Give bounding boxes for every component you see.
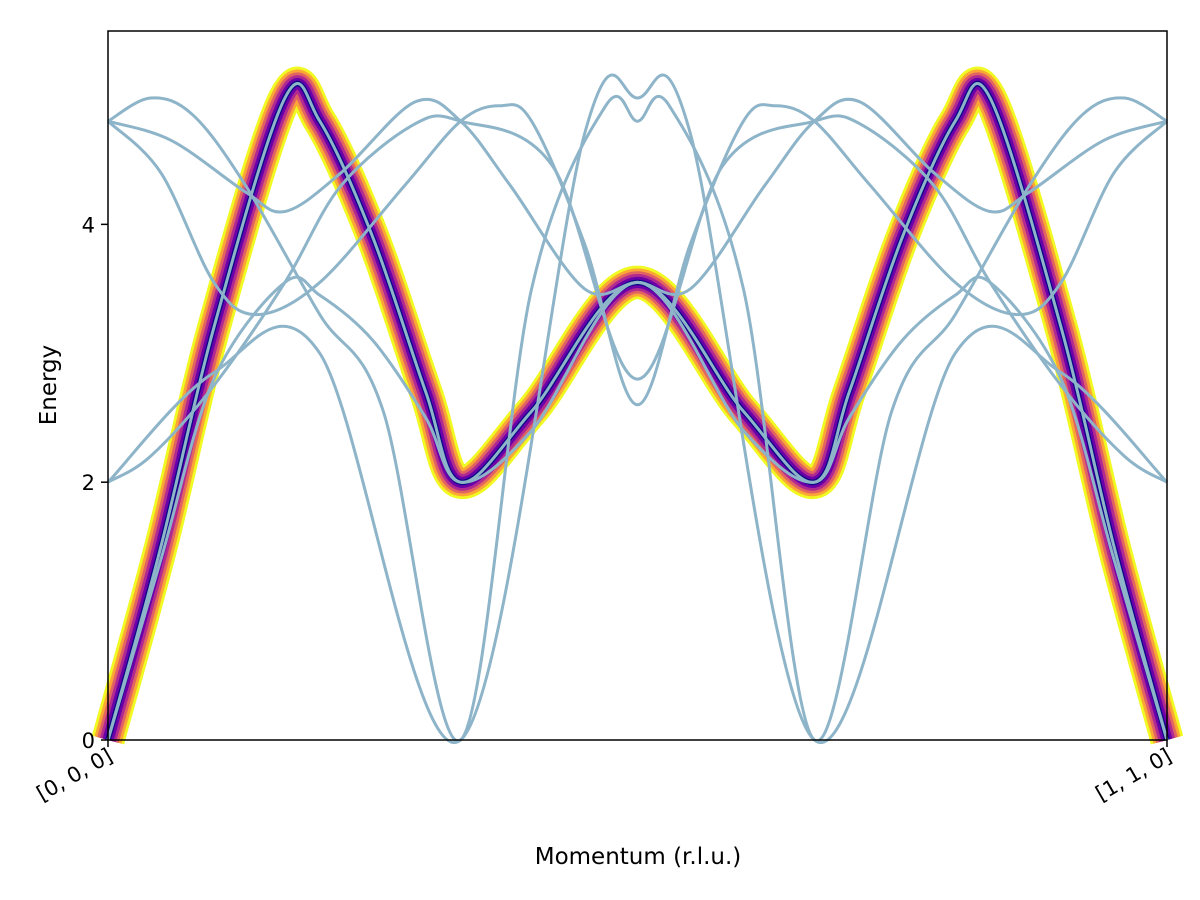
dispersion-curve-6 — [107, 95, 1168, 743]
dispersion-curves — [106, 73, 1169, 745]
x-axis-label: Momentum (r.l.u.) — [535, 844, 742, 870]
dispersion-curve-1 — [106, 275, 1169, 741]
intensity-band-level-3 — [97, 72, 1178, 743]
x-tick-label-0: [0, 0, 0] — [32, 744, 116, 806]
intensity-heatmap — [91, 66, 1184, 745]
x-tick-label-1: [1, 1, 0] — [1091, 744, 1175, 806]
plot-frame — [107, 30, 1168, 741]
y-tick-label-1: 2 — [82, 471, 95, 495]
y-axis-label: Energy — [36, 345, 62, 426]
dispersion-curve-4 — [107, 97, 1168, 296]
y-tick-label-0: 0 — [82, 729, 95, 753]
y-tick-label-2: 4 — [82, 213, 95, 237]
dispersion-curve-7 — [106, 73, 1169, 745]
dispersion-curve-5 — [107, 114, 1168, 484]
dispersion-curve-3 — [106, 103, 1169, 407]
